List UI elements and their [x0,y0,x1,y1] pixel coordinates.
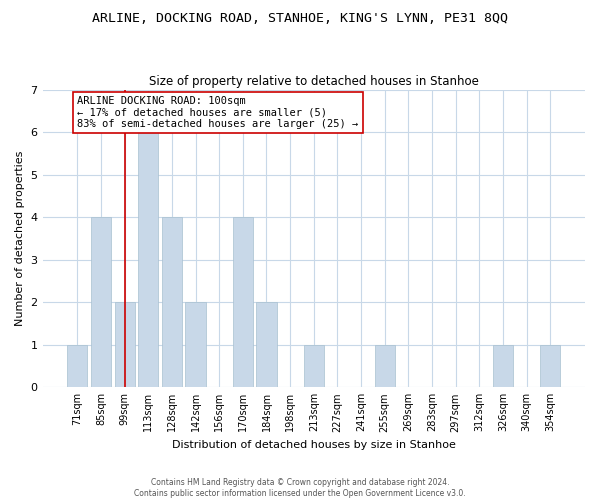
Bar [540,345,560,388]
Y-axis label: Number of detached properties: Number of detached properties [15,151,25,326]
Bar [67,345,88,388]
Text: ARLINE DOCKING ROAD: 100sqm
← 17% of detached houses are smaller (5)
83% of semi: ARLINE DOCKING ROAD: 100sqm ← 17% of det… [77,96,359,129]
X-axis label: Distribution of detached houses by size in Stanhoe: Distribution of detached houses by size … [172,440,456,450]
Bar [185,302,206,388]
Bar [374,345,395,388]
Bar [138,132,158,388]
Bar [304,345,324,388]
Bar [115,302,134,388]
Title: Size of property relative to detached houses in Stanhoe: Size of property relative to detached ho… [149,76,479,88]
Bar [493,345,513,388]
Bar [162,217,182,388]
Bar [91,217,111,388]
Text: ARLINE, DOCKING ROAD, STANHOE, KING'S LYNN, PE31 8QQ: ARLINE, DOCKING ROAD, STANHOE, KING'S LY… [92,12,508,26]
Bar [233,217,253,388]
Text: Contains HM Land Registry data © Crown copyright and database right 2024.
Contai: Contains HM Land Registry data © Crown c… [134,478,466,498]
Bar [256,302,277,388]
